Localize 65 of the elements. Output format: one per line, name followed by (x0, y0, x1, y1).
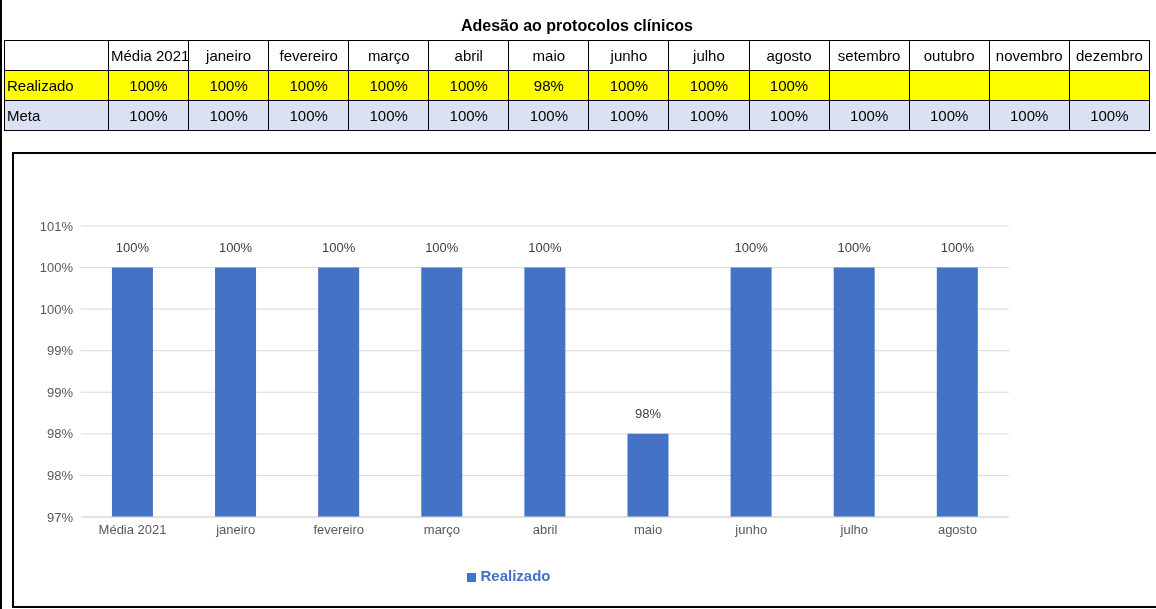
data-label: 100% (108, 70, 189, 101)
x-tick-label: fevereiro (313, 522, 365, 538)
x-tick-label: Média 2021 (98, 522, 167, 538)
y-tick-label: 99% (46, 384, 74, 400)
category-label: abril (428, 40, 509, 71)
data-label: 100% (837, 239, 872, 255)
x-tick-label: janeiro (215, 522, 256, 538)
category-label: agosto (749, 40, 830, 71)
series-label: Meta (4, 100, 109, 131)
x-tick-label: junho (734, 522, 768, 538)
data-label: 100% (588, 70, 669, 101)
x-tick-label: agosto (937, 522, 977, 538)
category-label: Média 2021 (108, 40, 190, 71)
data-label: 100% (1069, 100, 1150, 131)
y-tick-label: 101% (39, 218, 74, 234)
y-tick-label: 99% (46, 343, 74, 359)
category-label: junho (588, 40, 669, 71)
data-label: 100% (218, 239, 253, 255)
data-label: 100% (268, 70, 349, 101)
category-label: dezembro (1069, 40, 1150, 71)
data-label: 100% (989, 100, 1070, 131)
data-label: 100% (348, 100, 429, 131)
data-label: 100% (588, 100, 669, 131)
x-tick-label: março (423, 522, 460, 538)
y-tick-label: 100% (39, 301, 74, 317)
category-label: outubro (909, 40, 990, 71)
data-label: 100% (940, 239, 975, 255)
y-tick-label: 98% (46, 468, 74, 484)
data-label: 100% (268, 100, 349, 131)
data-label: 100% (188, 70, 269, 101)
data-label: 100% (749, 70, 830, 101)
data-label: 100% (508, 100, 589, 131)
data-label: 100% (668, 100, 749, 131)
category-label: julho (668, 40, 749, 71)
data-label: 100% (348, 70, 429, 101)
text: Adesão ao protocolos clínicos (459, 16, 694, 36)
y-tick-label: 98% (46, 426, 74, 442)
y-tick-label: 97% (46, 509, 74, 525)
data-label: 100% (528, 239, 562, 255)
data-label: 100% (425, 239, 459, 255)
data-label: 100% (829, 100, 910, 131)
category-label: maio (508, 40, 589, 71)
category-label: setembro (829, 40, 910, 71)
legend-label: Realizado (480, 567, 551, 584)
data-label: 100% (428, 70, 509, 101)
data-label: 100% (909, 100, 990, 131)
data-label: 100% (428, 100, 509, 131)
y-tick-label: 100% (39, 260, 74, 276)
data-label: 100% (322, 239, 356, 255)
data-label: 100% (668, 70, 749, 101)
data-label: 100% (749, 100, 830, 131)
x-tick-label: maio (634, 522, 663, 538)
data-label: 98% (508, 70, 589, 101)
data-label: 100% (115, 239, 150, 255)
data-label: 100% (734, 239, 769, 255)
data-label: 98% (634, 405, 662, 421)
category-label: fevereiro (268, 40, 349, 71)
x-tick-label: julho (839, 522, 869, 538)
category-label: janeiro (188, 40, 269, 71)
data-label: 100% (108, 100, 189, 131)
category-label: março (348, 40, 429, 71)
category-label: novembro (989, 40, 1070, 71)
data-label: 100% (188, 100, 269, 131)
x-tick-label: abril (532, 522, 558, 538)
series-label: Realizado (4, 70, 109, 101)
